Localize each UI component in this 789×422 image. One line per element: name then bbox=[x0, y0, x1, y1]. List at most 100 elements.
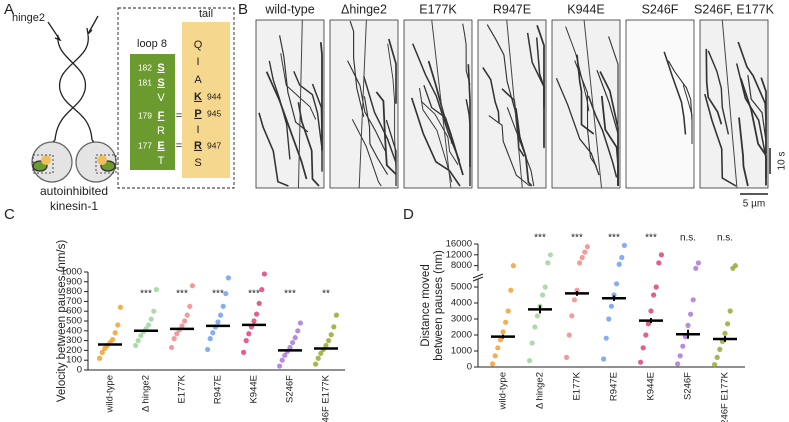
data-point bbox=[146, 322, 152, 328]
kymograph-track bbox=[387, 38, 397, 104]
data-point bbox=[215, 319, 221, 325]
significance: *** bbox=[140, 289, 152, 300]
kymograph bbox=[477, 19, 547, 189]
data-point bbox=[117, 304, 123, 310]
kymograph-label: R947E bbox=[493, 2, 531, 16]
significance: *** bbox=[284, 289, 296, 300]
data-point bbox=[527, 358, 533, 364]
x-tick-label: S246F E177K bbox=[321, 374, 332, 422]
data-point bbox=[645, 321, 652, 327]
significance: n.s. bbox=[717, 233, 733, 244]
residue: Q bbox=[194, 39, 203, 51]
data-point bbox=[497, 337, 503, 343]
y-tick-label: 16000 bbox=[446, 239, 472, 250]
kymograph-track bbox=[293, 71, 323, 149]
significance: ** bbox=[322, 289, 330, 300]
y-tick-label: 1000 bbox=[451, 346, 472, 357]
data-point bbox=[138, 333, 144, 339]
kymograph-track bbox=[363, 75, 397, 164]
data-point bbox=[169, 344, 175, 351]
data-point bbox=[315, 355, 321, 361]
data-point bbox=[542, 284, 548, 290]
kymograph-track bbox=[721, 19, 738, 189]
data-point bbox=[261, 271, 267, 277]
data-point bbox=[326, 338, 332, 344]
y-tick-label: 600 bbox=[66, 306, 82, 317]
significance: *** bbox=[534, 233, 546, 244]
significance: *** bbox=[176, 289, 188, 300]
data-point bbox=[151, 308, 157, 314]
data-point bbox=[225, 275, 231, 281]
kymograph-track bbox=[265, 71, 308, 180]
data-point bbox=[717, 346, 723, 352]
x-tick-label: R947E bbox=[213, 375, 224, 404]
kymograph-track bbox=[297, 102, 320, 187]
data-point bbox=[658, 252, 665, 258]
y-tick-label: 200 bbox=[66, 345, 82, 356]
residue: R bbox=[157, 125, 165, 137]
data-point bbox=[287, 344, 293, 351]
data-point bbox=[614, 281, 620, 287]
data-point bbox=[619, 254, 625, 261]
data-point bbox=[331, 324, 337, 330]
residue-number: 179 bbox=[138, 110, 152, 120]
data-point bbox=[564, 354, 570, 360]
equals: = bbox=[176, 110, 182, 122]
data-point bbox=[207, 336, 213, 342]
kymograph-track bbox=[576, 54, 595, 135]
data-point bbox=[534, 313, 541, 319]
kymograph-track bbox=[705, 48, 723, 125]
data-point bbox=[246, 331, 252, 337]
data-point bbox=[695, 260, 702, 266]
kymograph-track bbox=[536, 25, 545, 108]
y-tick-label: 5000 bbox=[451, 282, 472, 293]
data-point bbox=[259, 287, 265, 293]
data-point bbox=[579, 254, 585, 261]
data-point bbox=[532, 324, 538, 330]
y-tick-label: 900 bbox=[66, 276, 82, 287]
space-scale: 5 µm bbox=[743, 199, 765, 210]
kymograph bbox=[255, 19, 325, 189]
x-tick-label: S246F E177K bbox=[720, 371, 731, 422]
kymograph-track bbox=[738, 117, 749, 187]
data-point bbox=[675, 361, 681, 367]
residue: I bbox=[196, 124, 199, 136]
x-tick-label: Δ hinge2 bbox=[141, 375, 152, 412]
data-point bbox=[110, 337, 116, 343]
panel-letter: D bbox=[403, 206, 414, 223]
data-point bbox=[241, 349, 247, 355]
data-point bbox=[725, 321, 731, 327]
y-tick-label: 0 bbox=[77, 365, 82, 376]
data-point bbox=[97, 355, 103, 361]
data-point bbox=[133, 342, 139, 349]
kymograph-track bbox=[555, 77, 600, 176]
kymograph-track bbox=[351, 119, 382, 187]
data-point bbox=[545, 260, 551, 266]
data-point bbox=[99, 349, 105, 355]
kymograph-label: Δhinge2 bbox=[341, 2, 387, 16]
data-point bbox=[621, 242, 628, 248]
x-tick-label: R947E bbox=[609, 372, 620, 401]
kymograph-track bbox=[410, 97, 461, 187]
y-tick-label: 700 bbox=[66, 296, 82, 307]
y-tick-label: 0 bbox=[467, 362, 472, 373]
data-point bbox=[677, 353, 683, 359]
kymograph-track bbox=[506, 19, 523, 189]
y-tick-label: 500 bbox=[66, 316, 82, 327]
kymograph-track bbox=[583, 19, 603, 189]
kymograph bbox=[699, 19, 769, 189]
significance: *** bbox=[645, 233, 657, 244]
kymograph-label: K944E bbox=[567, 2, 605, 16]
data-point bbox=[220, 303, 226, 309]
residue: I bbox=[196, 56, 199, 68]
data-point bbox=[643, 332, 649, 338]
data-point bbox=[503, 319, 509, 325]
kymograph-label: E177K bbox=[419, 2, 457, 16]
residue: S bbox=[194, 157, 201, 169]
data-point bbox=[492, 353, 498, 359]
x-tick-label: wild-type bbox=[105, 375, 116, 414]
data-point bbox=[547, 252, 554, 258]
data-point bbox=[640, 345, 646, 351]
residue: K bbox=[194, 91, 202, 103]
